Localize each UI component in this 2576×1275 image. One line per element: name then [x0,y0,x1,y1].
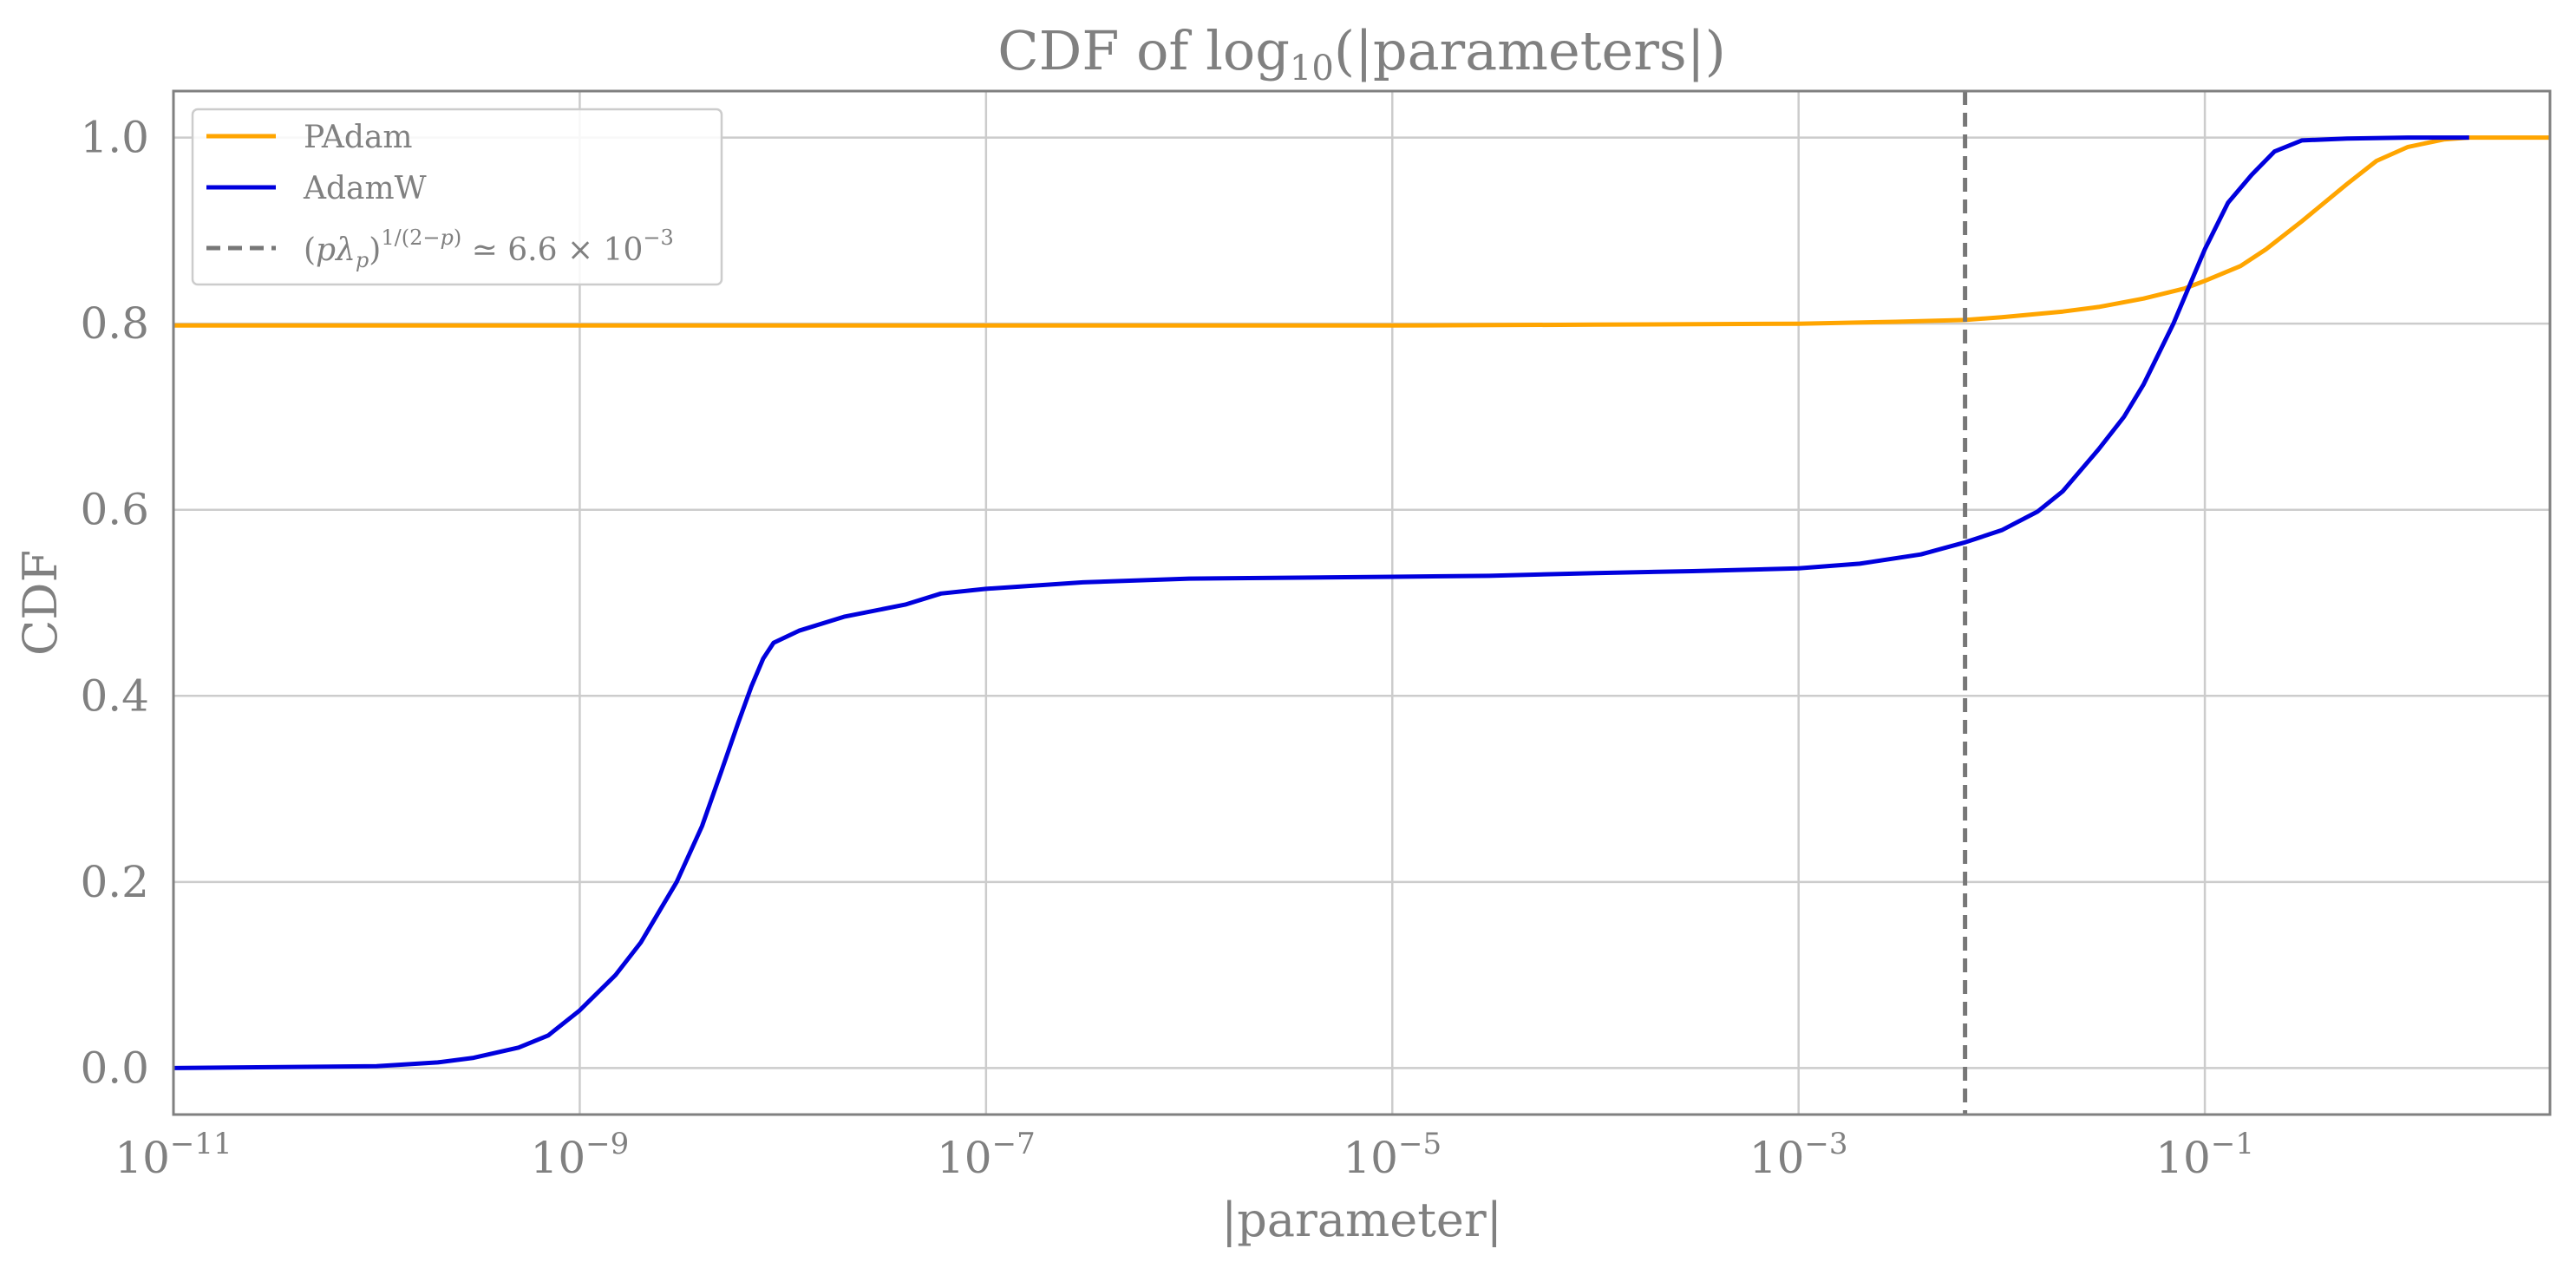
series-line-padam [173,135,2550,328]
legend-box [191,108,723,286]
legend-label-reference: (pλp)1/(2−p) ≃ 6.6 × 10−3 [304,226,674,272]
chart-title: CDF of log10(|parameters|) [997,19,1726,88]
x-tick-label-3: 10−5 [1343,1127,1442,1183]
plot-frame [172,89,2552,1116]
x-tick-label-2: 10−7 [937,1127,1036,1183]
legend: PAdam AdamW (pλp)1/(2−p) ≃ 6.6 × 10−3 [191,108,723,286]
x-tick-label-0: 10−11 [114,1127,232,1183]
x-axis-label: |parameter| [1221,1193,1502,1247]
y-tick-label-2: 0.4 [80,670,149,721]
y-tick-label-4: 0.8 [80,298,149,349]
legend-label-adamw: AdamW [303,171,427,206]
y-tick-label-1: 0.2 [80,857,149,907]
y-tick-labels: 0.0 0.2 0.4 0.6 0.8 1.0 [80,113,149,1094]
x-tick-labels: 10−11 10−9 10−7 10−5 10−3 10−1 [114,1127,2254,1183]
series-lines [173,135,2550,1070]
y-axis-label: CDF [13,550,68,656]
y-tick-label-5: 1.0 [80,113,149,163]
y-tick-label-0: 0.0 [80,1043,149,1093]
x-tick-label-1: 10−9 [531,1127,630,1183]
y-tick-label-3: 0.6 [80,485,149,535]
x-tick-label-4: 10−3 [1749,1127,1848,1183]
x-tick-label-5: 10−1 [2155,1127,2254,1183]
legend-label-padam: PAdam [304,120,413,155]
series-line-adamw [173,135,2469,1070]
